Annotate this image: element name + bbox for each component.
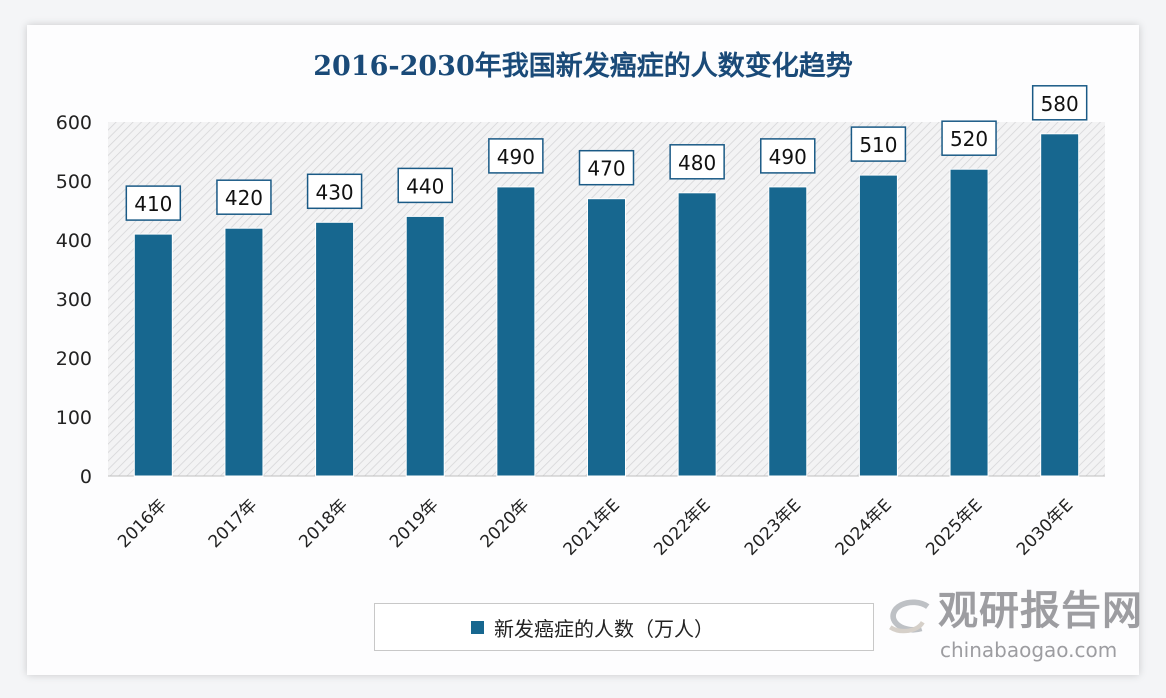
bar <box>315 221 355 477</box>
x-tick-label: 2024年E <box>832 495 896 559</box>
chart-title: 2016-2030年我国新发癌症的人数变化趋势 <box>313 51 853 82</box>
data-label: 580 <box>1041 92 1079 116</box>
y-tick-label: 300 <box>56 289 92 311</box>
watermark: 观研报告网 chinabaogao.com <box>884 588 1154 668</box>
bar <box>858 174 898 477</box>
x-tick-label: 2016年 <box>114 495 171 552</box>
x-tick-label: 2019年 <box>386 495 443 552</box>
data-label-box <box>850 126 907 162</box>
y-tick-label: 200 <box>56 348 92 370</box>
data-label: 410 <box>134 192 172 216</box>
data-label: 520 <box>950 127 988 151</box>
y-tick-label: 600 <box>56 112 92 134</box>
watermark-en: chinabaogao.com <box>940 638 1118 662</box>
data-label: 480 <box>678 151 716 175</box>
data-label: 420 <box>225 186 263 210</box>
y-tick-label: 100 <box>56 407 92 429</box>
bar <box>587 198 626 477</box>
data-label: 440 <box>406 174 444 198</box>
bar <box>405 215 445 477</box>
data-label-box <box>578 149 635 186</box>
bar <box>224 227 264 477</box>
x-tick-label: 2030年E <box>1013 495 1077 559</box>
data-label-box <box>216 179 272 215</box>
x-tick-label: 2021年E <box>560 495 624 559</box>
legend: 新发癌症的人数（万人） <box>374 603 874 651</box>
data-label: 490 <box>769 145 807 169</box>
watermark-cn: 观研报告网 <box>938 588 1143 634</box>
data-label: 470 <box>587 157 625 181</box>
data-label: 510 <box>859 133 897 157</box>
x-tick-label: 2018年 <box>295 495 352 552</box>
legend-label: 新发癌症的人数（万人） <box>494 616 714 641</box>
data-label-box <box>760 138 816 174</box>
data-label-box <box>397 167 453 204</box>
y-tick-label: 400 <box>56 230 92 252</box>
bar <box>496 186 536 477</box>
y-tick-label: 500 <box>56 171 92 193</box>
bar <box>1040 133 1080 477</box>
bar <box>768 186 808 477</box>
x-tick-label: 2017年 <box>205 495 262 552</box>
bar <box>133 233 173 477</box>
watermark-logo-icon <box>889 599 930 634</box>
x-tick-label: 2022年E <box>650 495 714 559</box>
y-tick-label: 0 <box>80 466 92 488</box>
data-label: 490 <box>497 145 535 169</box>
data-label-box <box>125 185 182 221</box>
bar <box>677 192 717 477</box>
data-label-box <box>941 120 997 156</box>
data-label: 430 <box>315 180 353 204</box>
legend-swatch <box>471 620 484 634</box>
data-label-box <box>488 138 544 174</box>
data-label-box <box>1031 85 1088 121</box>
x-tick-label: 2020年 <box>477 495 534 552</box>
bar <box>949 168 989 477</box>
data-label-box <box>306 173 363 210</box>
data-label-box <box>669 144 725 180</box>
x-tick-label: 2023年E <box>741 495 805 559</box>
x-tick-label: 2025年E <box>922 495 986 559</box>
